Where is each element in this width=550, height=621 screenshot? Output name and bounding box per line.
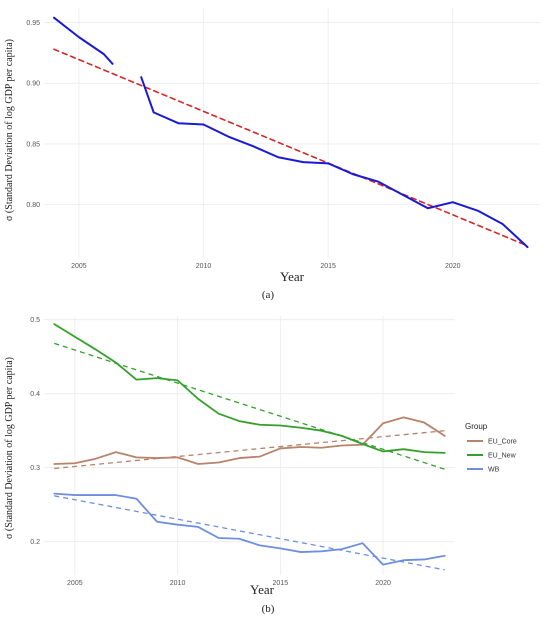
- panel-a: 2005 2010 2015 2020 0.80 0.85 0.90 0.95 Year σ …: [4, 8, 540, 301]
- panel-b-x-axis-title: Year: [250, 582, 275, 597]
- x-tick-label: 2005: [71, 263, 87, 270]
- y-tick-label: 0.85: [26, 141, 40, 148]
- y-tick-label: 0.80: [26, 202, 40, 209]
- legend-entry-eu-new: EU_New: [488, 453, 517, 460]
- x-tick-label: 2015: [320, 263, 336, 270]
- panel-b-trend-lines: [54, 342, 445, 571]
- panel-b-label: (b): [262, 603, 275, 615]
- x-tick-label: 2020: [375, 580, 391, 587]
- x-tick-label: 2010: [196, 263, 212, 270]
- panel-a-x-axis-title: Year: [280, 269, 305, 284]
- panel-b: 2005 2010 2015 2020 0.2 0.3 0.4 0.5 Year σ (Sta…: [4, 316, 517, 615]
- panel-a-y-axis-title: σ (Standard Deviation of log GDP per cap…: [4, 39, 15, 221]
- trend-line: [53, 48, 529, 247]
- panel-a-tick-labels: 2005 2010 2015 2020 0.80 0.85 0.90 0.95: [26, 20, 460, 270]
- y-tick-label: 0.90: [26, 81, 40, 88]
- legend-entry-eu-core: EU_Core: [488, 439, 517, 446]
- panel-a-trend-lines: [53, 48, 529, 247]
- panel-a-gridlines: [44, 8, 540, 258]
- panel-a-label: (a): [262, 289, 275, 301]
- y-tick-label: 0.4: [30, 391, 40, 398]
- x-tick-label: 2010: [170, 580, 186, 587]
- panel-b-tick-labels: 2005 2010 2015 2020 0.2 0.3 0.4 0.5: [30, 317, 391, 587]
- legend-entry-wb: WB: [488, 467, 500, 474]
- series-line: [52, 16, 114, 65]
- panel-b-y-axis-title: σ (Standard Deviation of log GDP per cap…: [4, 357, 15, 539]
- series-line-wb: [53, 492, 446, 566]
- x-tick-label: 2015: [273, 580, 289, 587]
- y-tick-label: 0.5: [30, 317, 40, 324]
- y-tick-label: 0.95: [26, 20, 40, 27]
- series-line-eu-core: [53, 416, 446, 465]
- panel-a-series-lines: [52, 16, 529, 249]
- panel-b-legend: Group EU_Core EU_New WB: [465, 422, 517, 474]
- x-tick-label: 2020: [445, 263, 461, 270]
- trend-line-eu-core: [54, 430, 445, 470]
- x-tick-label: 2005: [67, 580, 83, 587]
- series-line: [140, 76, 529, 249]
- y-tick-label: 0.2: [30, 539, 40, 546]
- series-line-eu-new: [53, 323, 446, 454]
- legend-title: Group: [465, 422, 488, 431]
- panel-b-series-lines: [53, 323, 446, 566]
- y-tick-label: 0.3: [30, 465, 40, 472]
- trend-line-wb: [54, 495, 445, 571]
- panel-b-gridlines: [44, 316, 455, 575]
